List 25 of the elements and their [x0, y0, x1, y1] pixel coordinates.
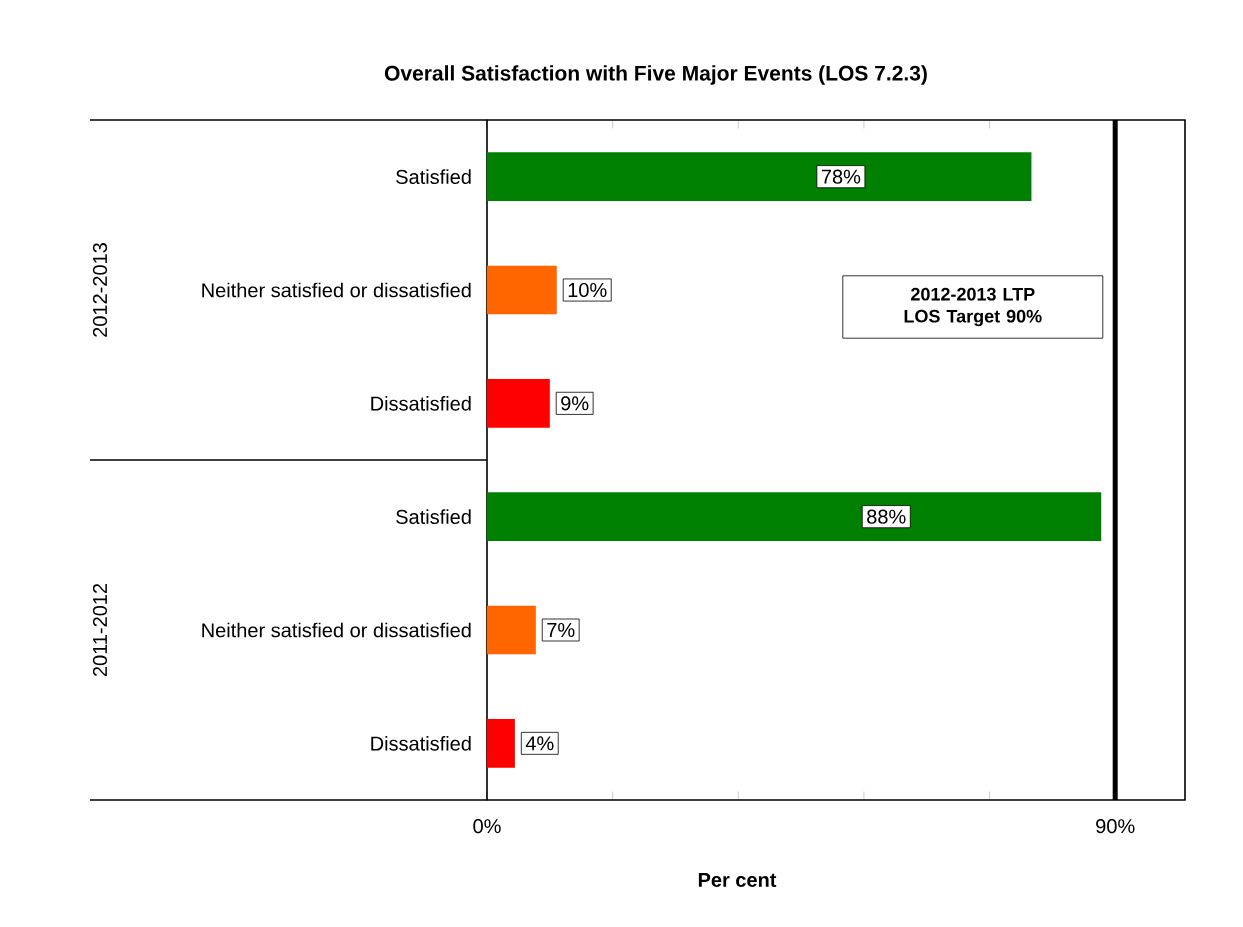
bar	[487, 265, 557, 315]
y-tick-label: Dissatisfied	[371, 396, 471, 411]
data-label: 4%	[525, 736, 554, 751]
text: 2011-2012	[92, 583, 108, 677]
y-tick-label: Satisfied	[396, 509, 471, 525]
y-tick-label: Neither satisfied or dissatisfied	[202, 282, 471, 298]
text: 2012-2013	[92, 243, 108, 337]
y-tick-label: Dissatisfied	[371, 736, 471, 751]
x-tick-label: 0%	[473, 819, 501, 834]
x-tick-label: 90%	[1096, 819, 1135, 834]
chart-title: Overall Satisfaction with Five Major Events (LOS 7.2.3)	[384, 65, 927, 85]
data-label: 7%	[547, 622, 575, 638]
bar	[487, 605, 536, 655]
data-label: 9%	[561, 396, 589, 411]
data-label: 78%	[821, 169, 861, 184]
bar	[487, 492, 1102, 542]
y-tick-label: Neither satisfied or dissatisfied	[202, 622, 471, 638]
y-tick-label: Satisfied	[396, 169, 471, 185]
x-axis-title: Per cent	[698, 873, 777, 887]
bar	[487, 378, 550, 428]
data-label: 88%	[867, 509, 906, 524]
bar	[487, 718, 515, 768]
data-label: 10%	[568, 282, 607, 298]
ref-line-label: 2012-2013 LTP LOS Target 90%	[904, 287, 1042, 327]
bar	[487, 152, 1032, 202]
